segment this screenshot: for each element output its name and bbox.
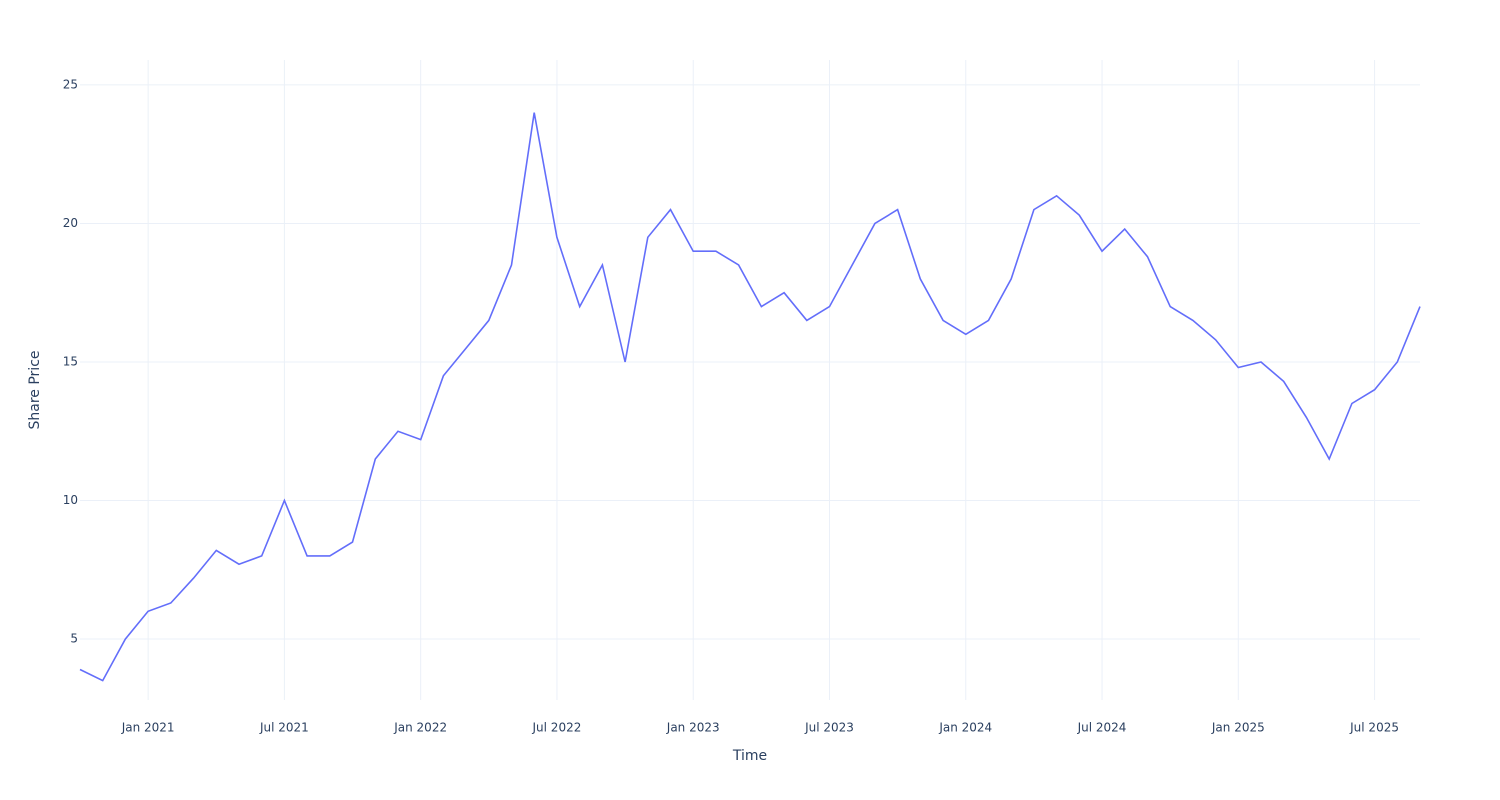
- x-tick-label: Jul 2025: [1349, 721, 1399, 735]
- y-tick-label: 20: [63, 216, 78, 230]
- x-tick-label: Jul 2021: [259, 721, 309, 735]
- y-tick-label: 10: [63, 493, 78, 507]
- x-tick-label: Jan 2021: [121, 721, 175, 735]
- y-tick-label: 5: [70, 632, 78, 646]
- x-axis-title: Time: [732, 748, 767, 764]
- x-tick-label: Jul 2022: [532, 721, 582, 735]
- y-axis-title: Share Price: [27, 350, 43, 429]
- x-tick-label: Jan 2025: [1211, 721, 1265, 735]
- x-tick-label: Jan 2023: [666, 721, 720, 735]
- y-tick-label: 25: [63, 77, 78, 91]
- x-tick-label: Jul 2024: [1077, 721, 1127, 735]
- x-tick-label: Jan 2024: [938, 721, 992, 735]
- price-line: [79, 112, 1421, 682]
- x-tick-label: Jul 2023: [804, 721, 854, 735]
- y-tick-label: 15: [63, 354, 78, 368]
- x-tick-label: Jan 2022: [393, 721, 447, 735]
